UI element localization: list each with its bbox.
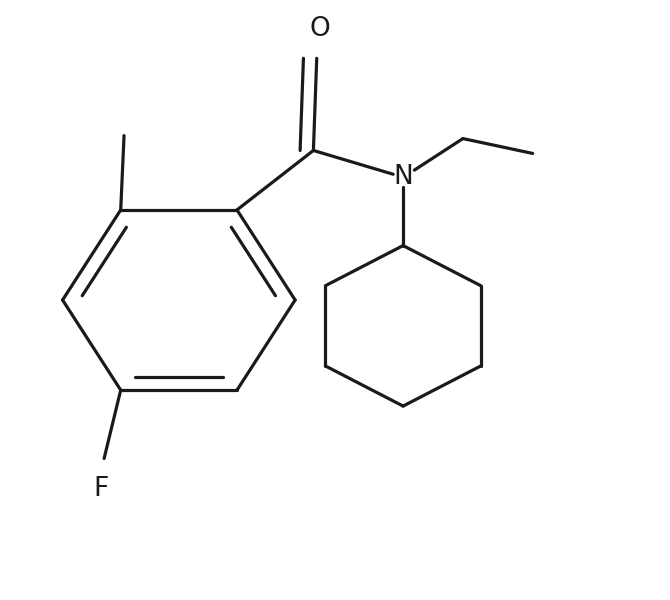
Text: N: N (393, 164, 413, 190)
Text: O: O (310, 16, 330, 41)
Text: F: F (93, 476, 109, 502)
